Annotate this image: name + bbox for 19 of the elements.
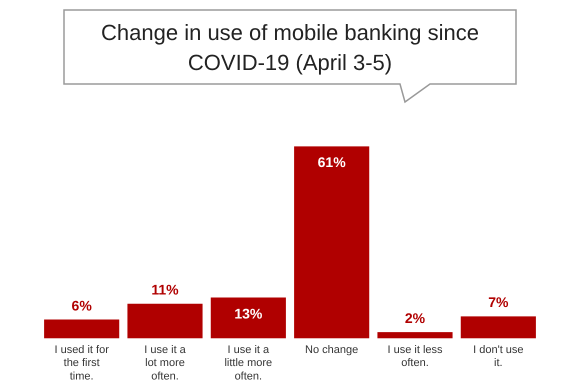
bar <box>127 304 203 338</box>
data-label: 2% <box>404 310 426 326</box>
data-label: 7% <box>488 294 509 310</box>
data-label: 11% <box>151 282 180 298</box>
data-label: 61% <box>318 154 346 170</box>
x-tick-label: I don't use it. <box>473 344 524 370</box>
bar <box>294 146 370 338</box>
bar <box>210 297 286 338</box>
x-tick-label: I use it a little more often. <box>224 344 272 382</box>
x-tick-label: I use it a lot more often. <box>144 344 187 382</box>
bar <box>377 332 453 338</box>
chart-title: Change in use of mobile banking since COVID-19 (April 3-5) <box>100 19 480 77</box>
bar <box>44 320 120 338</box>
data-label: 13% <box>234 305 263 322</box>
x-tick-label: I used it for the first time. <box>54 344 110 382</box>
x-tick-label: No change <box>305 344 358 356</box>
bar <box>460 316 536 338</box>
data-label: 6% <box>72 297 92 314</box>
x-tick-label: I use it less often. <box>387 344 444 370</box>
